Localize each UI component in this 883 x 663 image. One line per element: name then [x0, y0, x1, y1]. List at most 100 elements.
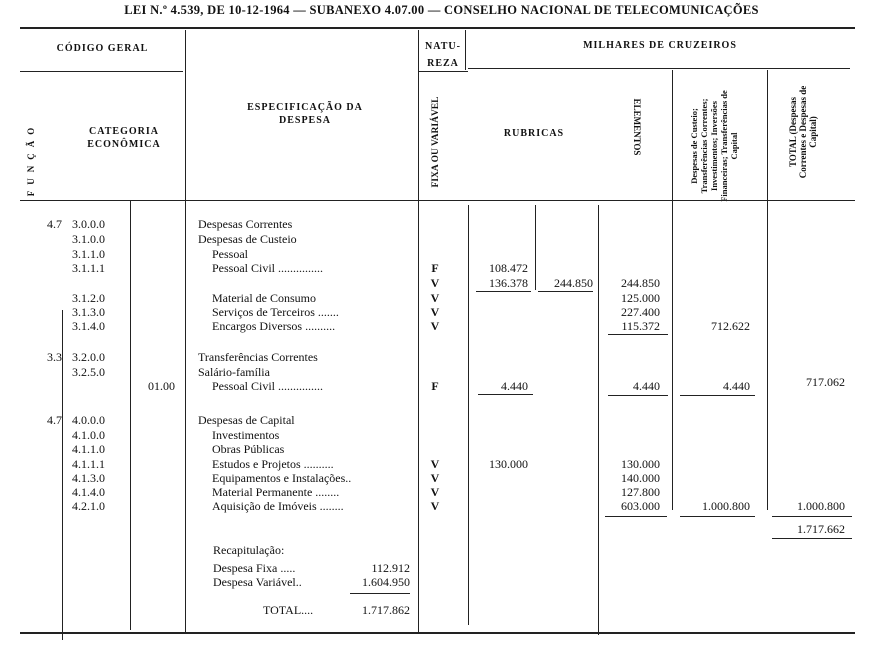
cell-natureza: V — [430, 276, 440, 290]
column-rule — [598, 205, 599, 635]
sum-rule — [608, 395, 668, 396]
recap-fixa-value: 112.912 — [371, 561, 410, 575]
cell-natureza: V — [430, 305, 440, 319]
cell-elementos: 140.000 — [621, 471, 660, 485]
document-title: LEI N.º 4.539, DE 10-12-1964 — SUBANEXO … — [124, 3, 759, 17]
sum-rule — [772, 538, 852, 539]
cell-funcao: 4.7 — [47, 413, 62, 427]
column-rule — [418, 30, 419, 632]
cell-especificacao: Despesas de Custeio — [198, 232, 297, 246]
cell-codigo: 4.0.0.0 — [72, 413, 105, 427]
rule — [468, 68, 850, 69]
header-milhares: MILHARES DE CRUZEIROS — [583, 40, 737, 51]
cell-codigo: 3.1.3.0 — [72, 305, 105, 319]
cell-elementos: 603.000 — [621, 499, 660, 513]
cell-despesas: 1.000.800 — [702, 499, 750, 513]
cell-rubrica1: 4.440 — [501, 379, 528, 393]
recap-fixa-label: Despesa Fixa ..... — [213, 561, 296, 575]
cell-codigo: 4.1.4.0 — [72, 485, 105, 499]
cell-codigo: 3.1.4.0 — [72, 319, 105, 333]
header-despesas-custeio: Despesas de Custeio; Transferências Corr… — [689, 90, 739, 202]
cell-especificacao: Salário-família — [198, 365, 270, 379]
cell-especificacao: Obras Públicas — [212, 442, 285, 456]
header-funcao: FUNÇÃO — [26, 121, 36, 197]
cell-codigo: 3.2.5.0 — [72, 365, 105, 379]
column-rule — [672, 70, 673, 510]
recap-total-value: 1.717.862 — [362, 603, 410, 617]
header-rubricas: RUBRICAS — [503, 128, 565, 139]
cell-elementos: 4.440 — [633, 379, 660, 393]
cell-especificacao: Pessoal Civil ............... — [212, 261, 324, 275]
cell-especificacao: Investimentos — [212, 428, 280, 442]
sum-rule — [605, 516, 667, 517]
cell-natureza: V — [430, 499, 440, 513]
cell-total: 1.717.662 — [797, 522, 845, 536]
cell-elementos: 125.000 — [621, 291, 660, 305]
cell-codigo: 3.0.0.0 — [72, 217, 105, 231]
sum-rule — [478, 394, 533, 395]
cell-codigo: 3.1.2.0 — [72, 291, 105, 305]
bottom-rule — [20, 632, 855, 634]
recap-variavel-value: 1.604.950 — [362, 575, 410, 589]
cell-codigo: 4.1.0.0 — [72, 428, 105, 442]
cell-rubrica1: 108.472 — [489, 261, 528, 275]
cell-elementos: 244.850 — [621, 276, 660, 290]
cell-rubrica2: 244.850 — [554, 276, 593, 290]
cell-funcao: 3.3 — [47, 350, 62, 364]
cell-especificacao: Aquisição de Imóveis ........ — [212, 499, 344, 513]
cell-natureza: F — [431, 379, 439, 393]
header-especificacao: ESPECIFICAÇÃO DA DESPESA — [247, 102, 363, 126]
column-rule — [767, 70, 768, 510]
header-fixa-variavel: FIXA OU VARIÁVEL — [431, 96, 441, 188]
cell-natureza: V — [430, 485, 440, 499]
header-total: TOTAL (Despesas Correntes e Despesas de … — [788, 85, 818, 179]
sum-rule — [680, 395, 755, 396]
header-codigo-geral: CÓDIGO GERAL — [56, 43, 149, 54]
cell-especificacao: Serviços de Terceiros ....... — [212, 305, 339, 319]
column-rule — [468, 205, 469, 625]
recap-total-label: TOTAL.... — [263, 603, 314, 617]
cell-codigo: 3.1.1.1 — [72, 261, 105, 275]
header-natureza: NATU- REZA — [425, 41, 461, 69]
sum-rule — [680, 516, 755, 517]
cell-especificacao: Transferências Correntes — [198, 350, 318, 364]
cell-rubrica1: 130.000 — [489, 457, 528, 471]
cell-natureza: V — [430, 291, 440, 305]
column-rule — [185, 420, 186, 632]
cell-especificacao: Despesas de Capital — [198, 413, 295, 427]
cell-total: 717.062 — [806, 375, 845, 389]
column-rule — [185, 30, 186, 450]
cell-especificacao: Despesas Correntes — [198, 217, 293, 231]
cell-despesas: 712.622 — [711, 319, 750, 333]
cell-codigo: 3.2.0.0 — [72, 350, 105, 364]
column-rule — [535, 205, 536, 290]
cell-natureza: V — [430, 471, 440, 485]
rule — [350, 593, 410, 594]
cell-especificacao: Encargos Diversos .......... — [212, 319, 336, 333]
cell-elementos: 115.372 — [621, 319, 660, 333]
cell-natureza: F — [431, 261, 439, 275]
sum-rule — [538, 291, 593, 292]
cell-especificacao: Estudos e Projetos .......... — [212, 457, 334, 471]
column-rule — [130, 200, 131, 630]
recap-variavel-label: Despesa Variável.. — [213, 575, 302, 589]
cell-despesas: 4.440 — [723, 379, 750, 393]
sum-rule — [772, 516, 852, 517]
column-rule — [465, 30, 466, 70]
sum-rule — [476, 291, 531, 292]
cell-codigo: 4.1.1.1 — [72, 457, 105, 471]
sum-rule — [608, 334, 668, 335]
cell-especificacao: Pessoal — [212, 247, 248, 261]
recap-label: Recapitulação: — [213, 543, 285, 557]
header-elementos: ELEMENTOS — [632, 98, 642, 156]
cell-natureza: V — [430, 457, 440, 471]
cell-elementos: 130.000 — [621, 457, 660, 471]
cell-elementos: 227.400 — [621, 305, 660, 319]
header-categoria: CATEGORIA ECONÔMICA — [87, 126, 161, 150]
cell-elementos: 127.800 — [621, 485, 660, 499]
cell-codigo: 3.1.0.0 — [72, 232, 105, 246]
cell-codigo: 4.1.3.0 — [72, 471, 105, 485]
cell-especificacao: Equipamentos e Instalações.. — [212, 471, 352, 485]
top-rule — [20, 27, 855, 29]
cell-codigo: 4.1.1.0 — [72, 442, 105, 456]
